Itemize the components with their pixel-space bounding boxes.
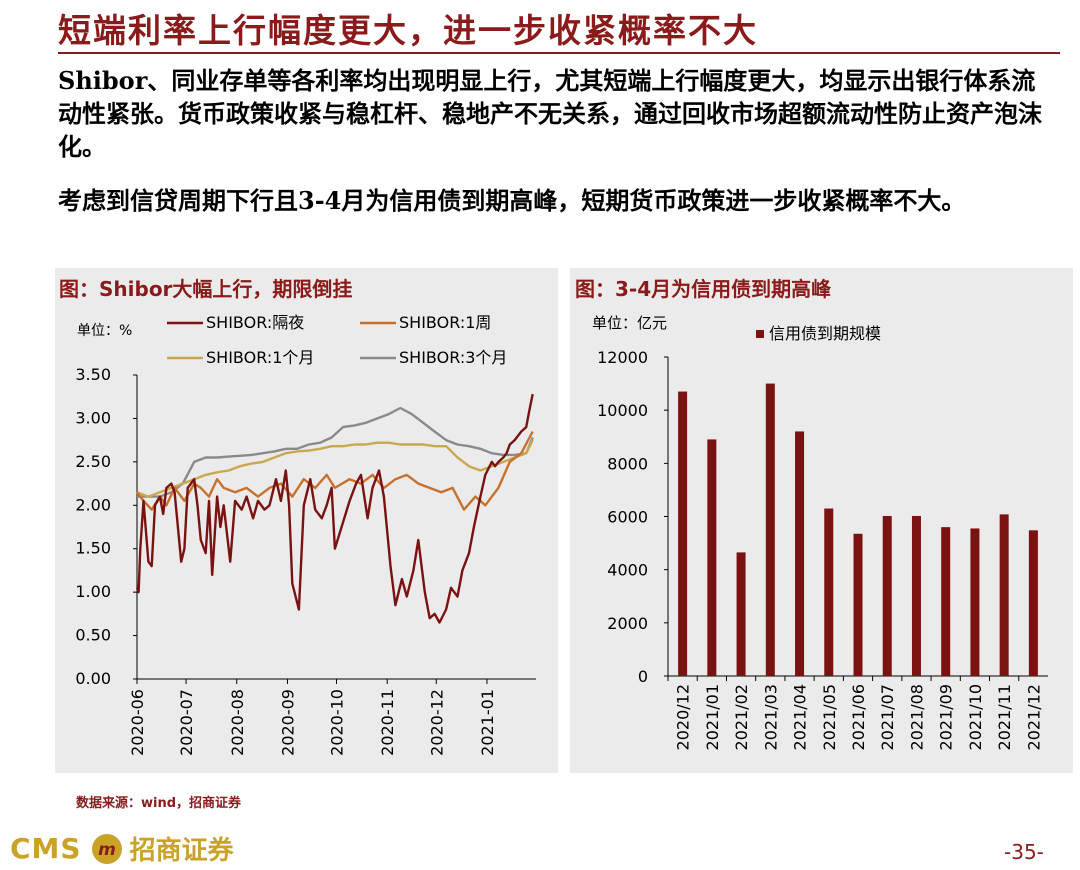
logo-cn-text: 招商证券 (129, 836, 234, 866)
y-tick-label: 0.00 (75, 669, 111, 688)
paragraph-1: Shibor、同业存单等各利率均出现明显上行，尤其短端上行幅度更大，均显示出银行… (58, 66, 1042, 161)
y-tick-label: 1.00 (75, 582, 111, 601)
credit-bond-bar-chart: 单位：亿元 信用债到期规模 0 2000 4000 6000 8000 10000 1200… (592, 314, 1048, 750)
y-tick-label: 3.50 (75, 365, 111, 384)
x-tick-label: 2020-07 (177, 689, 196, 756)
shibor-x-axis: 2020-06 2020-07 2020-08 2020-09 2020-10 2020-… (128, 678, 536, 756)
bar-y-tick-label: 2000 (607, 614, 648, 633)
legend-label: SHIBOR:1个月 (206, 348, 314, 367)
x-tick-label: 2020-12 (427, 689, 446, 756)
paragraph-2: 考虑到信贷周期下行且3-4月为信用债到期高峰，短期货币政策进一步收紧概率不大。 (58, 186, 966, 215)
series-line-3 (137, 406, 534, 498)
bar-y-tick-label: 0 (638, 667, 648, 686)
bar-2021/05 (824, 508, 834, 676)
bar-y-tick-label: 12000 (597, 348, 648, 367)
legend-label: SHIBOR:1周 (399, 313, 491, 332)
shibor-series-group (135, 393, 534, 624)
series-line-2 (136, 439, 534, 498)
bar-2021/11 (999, 514, 1009, 676)
page-number: -35- (1004, 840, 1044, 864)
x-tick-label: 2020-11 (378, 689, 397, 756)
bar-2020/12 (678, 391, 688, 676)
title-divider (58, 52, 1060, 54)
cms-logo: CMS m 招商证券 (10, 830, 234, 867)
bar-2021/09 (941, 527, 951, 676)
bar-2021/08 (911, 515, 921, 676)
shibor-legend: SHIBOR:隔夜 SHIBOR:1周 SHIBOR:1个月 SHIBOR:3个月 (167, 313, 507, 367)
bar-x-tick-label: 2021/03 (761, 684, 780, 750)
bar-x-tick-label: 2021/11 (995, 684, 1014, 750)
bar-x-axis: 2020/12 2021/01 2021/02 2021/03 2021/04 2021/… (667, 675, 1048, 750)
shibor-chart-panel: 图：Shibor大幅上行，期限倒挂 单位：% SHIBOR:隔夜 SHIBOR:1… (55, 268, 558, 773)
bar-2021/12 (1028, 530, 1038, 676)
bar-y-tick-label: 6000 (607, 508, 648, 527)
bar-2021/10 (970, 528, 980, 676)
data-source-note: 数据来源：wind，招商证券 (76, 796, 242, 811)
bar-2021/07 (882, 515, 892, 676)
series-line-0 (135, 393, 534, 624)
bar-x-tick-label: 2021/12 (1024, 684, 1043, 750)
bar-x-tick-label: 2021/09 (937, 684, 956, 750)
bar-x-tick-label: 2021/04 (791, 684, 810, 750)
x-tick-label: 2020-08 (228, 689, 247, 756)
credit-bond-chart-panel: 图：3-4月为信用债到期高峰 单位：亿元 信用债到期规模 0 2000 4000 60… (570, 268, 1073, 773)
bar-x-tick-label: 2021/06 (849, 684, 868, 750)
bar-y-axis: 0 2000 4000 6000 8000 10000 12000 (597, 348, 669, 686)
shibor-chart-title: 图：Shibor大幅上行，期限倒挂 (59, 277, 353, 301)
bar-x-tick-label: 2021/02 (732, 684, 751, 750)
y-tick-label: 0.50 (75, 626, 111, 645)
x-tick-label: 2020-06 (128, 689, 147, 756)
bar-unit-label: 单位：亿元 (592, 314, 667, 332)
shibor-unit-label: 单位：% (77, 323, 132, 339)
bar-y-tick-label: 4000 (607, 561, 648, 580)
bar-2021/03 (765, 383, 775, 676)
bar-x-tick-label: 2021/07 (878, 684, 897, 750)
y-tick-label: 1.50 (75, 539, 111, 558)
y-tick-label: 2.50 (75, 452, 111, 471)
bar-legend: 信用债到期规模 (756, 324, 881, 343)
bar-2021/01 (707, 439, 717, 676)
bar-y-tick-label: 8000 (607, 454, 648, 473)
shibor-y-axis: 0.00 0.50 1.00 1.50 2.00 2.50 3.00 3.50 (75, 365, 138, 688)
y-tick-label: 3.00 (75, 408, 111, 427)
y-tick-label: 2.00 (75, 495, 111, 514)
bar-2021/04 (795, 431, 805, 676)
bar-x-tick-label: 2021/05 (820, 684, 839, 750)
legend-label: SHIBOR:隔夜 (206, 313, 304, 332)
slide-title: 短端利率上行幅度更大，进一步收紧概率不大 (58, 11, 758, 50)
logo-badge-icon: m (91, 833, 122, 864)
bar-legend-swatch (756, 330, 764, 338)
bar-x-tick-label: 2021/08 (907, 684, 926, 750)
legend-label: SHIBOR:3个月 (399, 348, 507, 367)
x-tick-label: 2021-01 (478, 689, 497, 756)
bar-x-tick-label: 2021/01 (703, 684, 722, 750)
x-tick-label: 2020-10 (328, 689, 347, 756)
logo-badge-text: m (98, 840, 116, 860)
bar-legend-label: 信用债到期规模 (769, 324, 881, 343)
bar-series-group (678, 383, 1038, 676)
credit-bond-chart-title: 图：3-4月为信用债到期高峰 (575, 277, 832, 301)
bar-y-tick-label: 10000 (597, 401, 648, 420)
logo-text: CMS (10, 832, 82, 865)
bar-2021/02 (736, 552, 746, 676)
bar-x-tick-label: 2021/10 (966, 684, 985, 750)
bar-x-tick-label: 2020/12 (674, 684, 693, 750)
x-tick-label: 2020-09 (278, 689, 297, 756)
bar-2021/06 (853, 533, 863, 676)
